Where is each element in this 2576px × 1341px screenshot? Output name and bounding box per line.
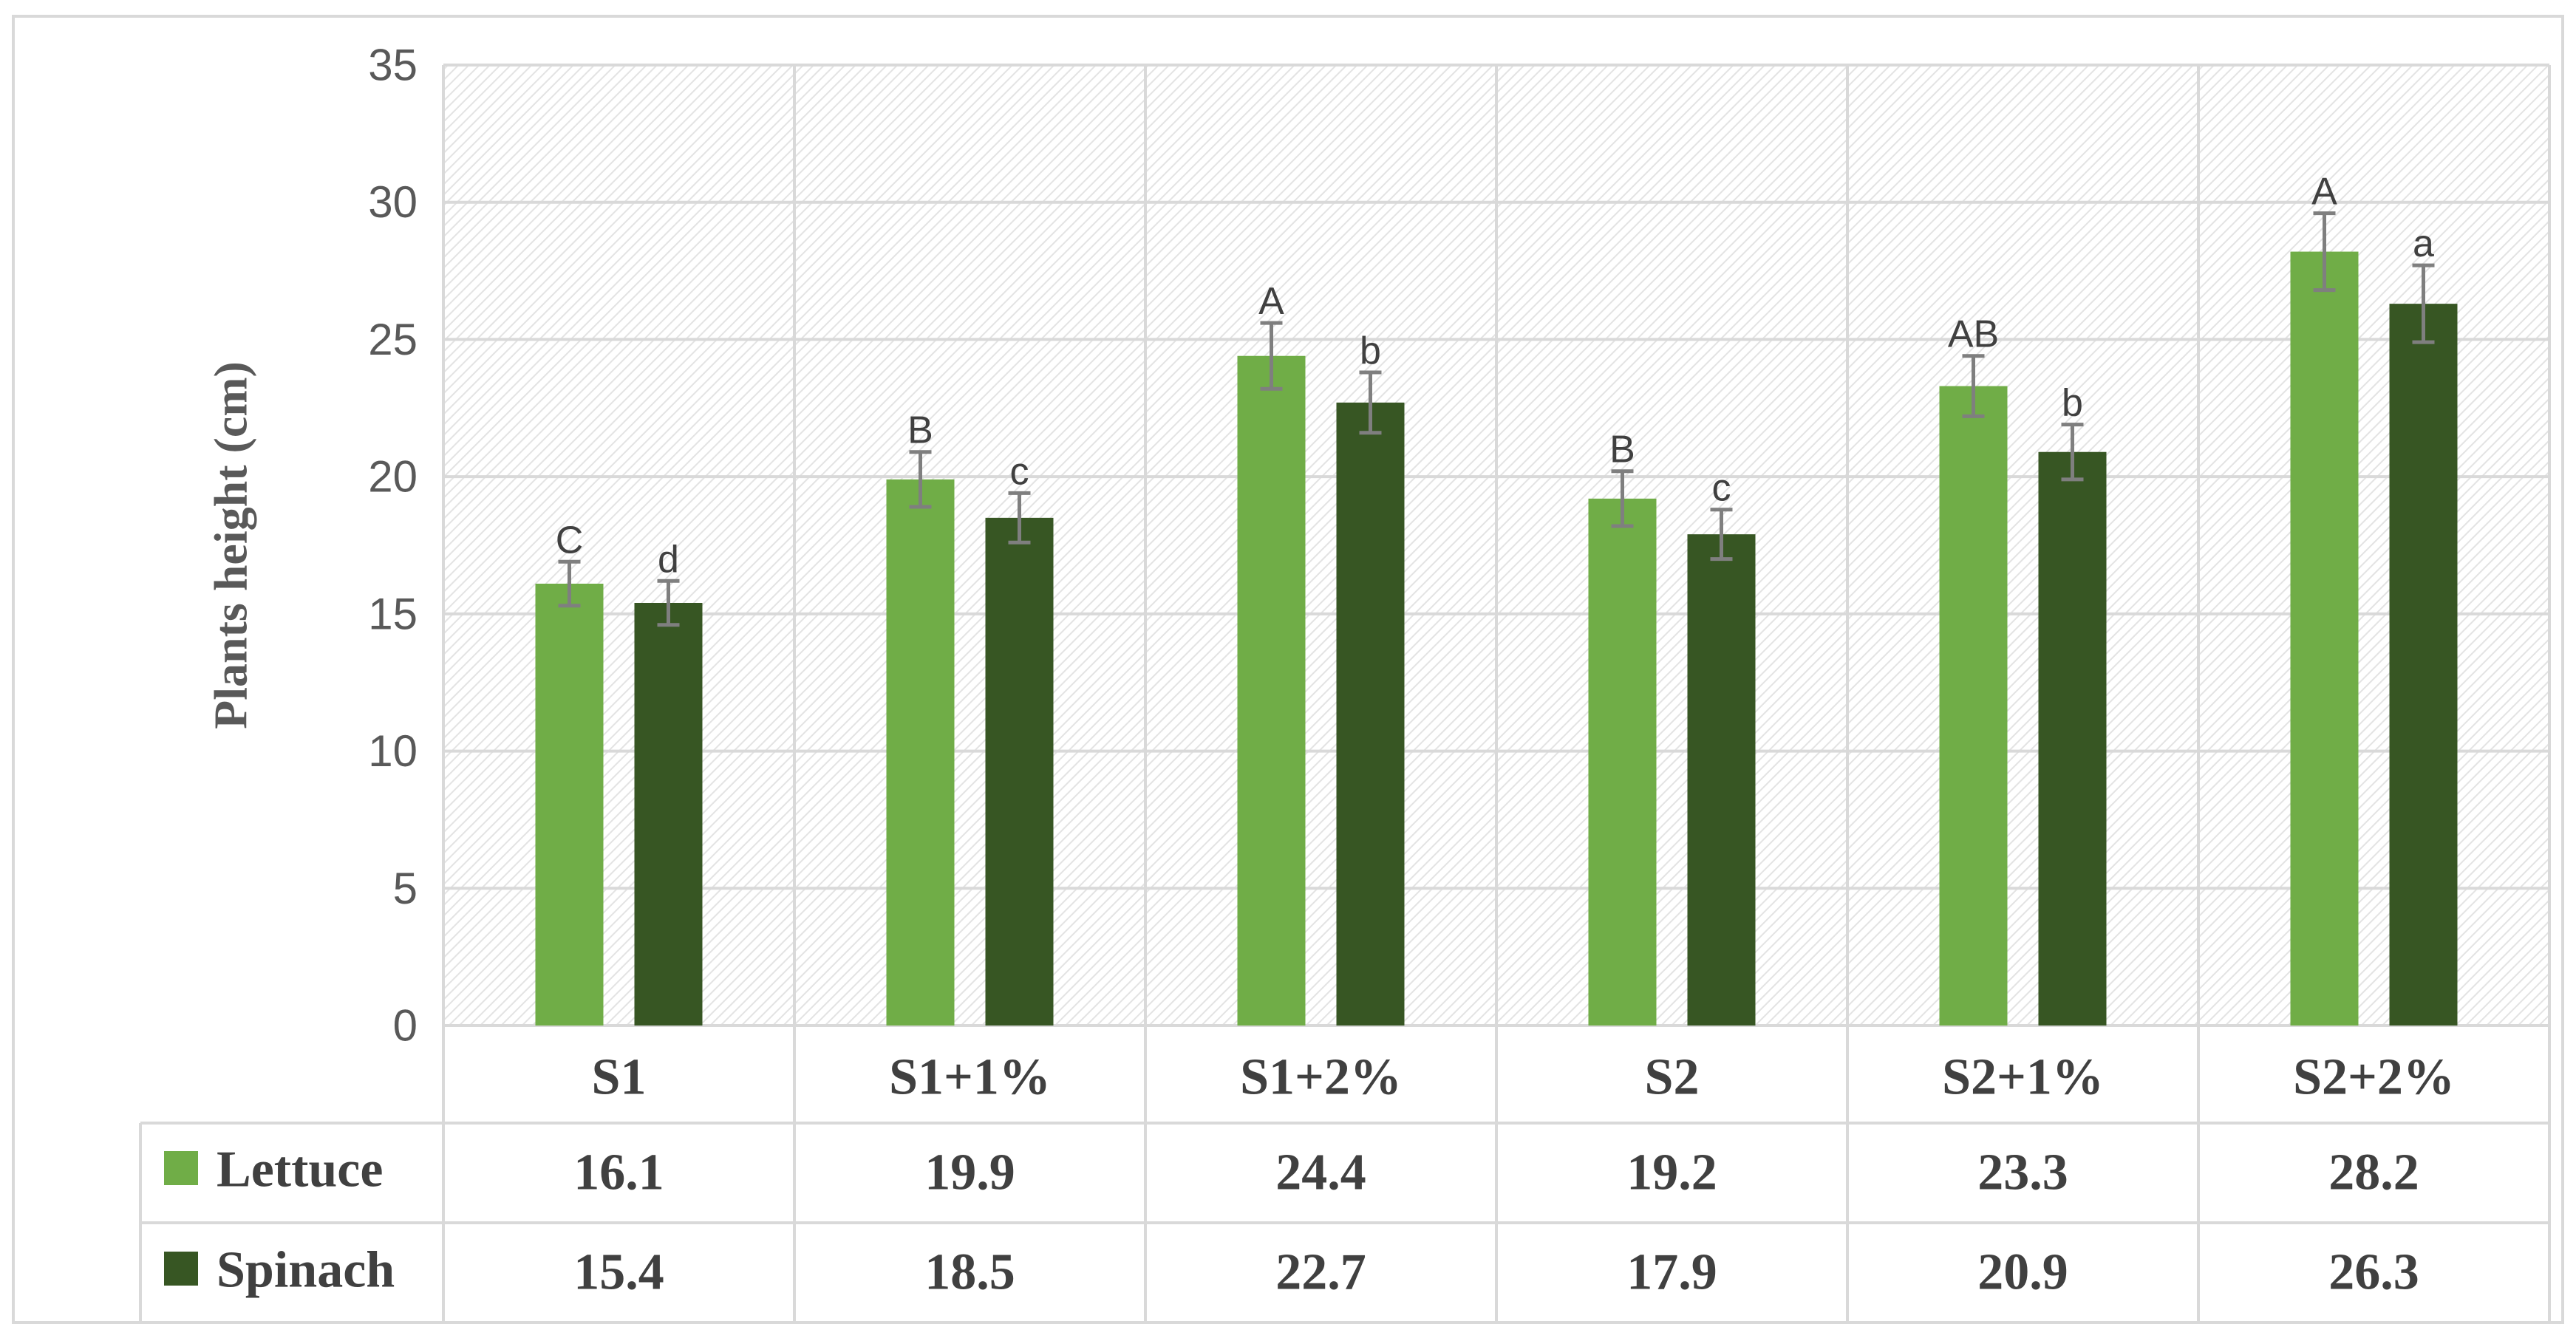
y-axis-label: Plants height (cm)	[205, 361, 257, 729]
category-label: S2+2%	[2293, 1049, 2455, 1106]
bar	[535, 584, 604, 1026]
significance-letter: B	[1609, 429, 1635, 471]
data-table-value: 19.9	[924, 1144, 1015, 1201]
legend-spinach: Spinach	[164, 1242, 395, 1299]
data-table-value: 24.4	[1275, 1144, 1366, 1201]
bar	[985, 517, 1054, 1026]
data-table-value: 20.9	[1977, 1244, 2068, 1301]
data-table-grid	[139, 64, 2551, 1323]
legend-label-spinach: Spinach	[217, 1242, 395, 1299]
bar	[2290, 251, 2359, 1026]
bar	[634, 603, 703, 1026]
y-tick-label: 25	[368, 315, 418, 364]
data-table-value: 17.9	[1626, 1244, 1717, 1301]
significance-letter: B	[907, 409, 933, 452]
category-label: S1+2%	[1240, 1049, 1402, 1106]
bar	[2038, 451, 2107, 1026]
data-table-value: 22.7	[1275, 1244, 1366, 1301]
significance-letter: b	[2062, 382, 2083, 425]
significance-letter: A	[1258, 280, 1284, 323]
data-table-value: 16.1	[573, 1144, 664, 1201]
significance-letter: c	[1712, 467, 1731, 510]
bar	[1336, 402, 1405, 1026]
y-tick-label: 30	[368, 177, 418, 227]
category-labels: S1 16.1 15.4 S1+1% 19.9 18.5 S1+2% 24.4 22.7 S2 19…	[573, 1049, 2455, 1301]
category-label: S1	[592, 1049, 647, 1106]
category-label: S2+1%	[1942, 1049, 2104, 1106]
category-label: S2	[1645, 1049, 1700, 1106]
category-label: S1+1%	[889, 1049, 1051, 1106]
y-tick-label: 5	[393, 864, 418, 913]
legend-label-lettuce: Lettuce	[217, 1142, 383, 1198]
data-table-value: 23.3	[1977, 1144, 2068, 1201]
legend-lettuce: Lettuce	[164, 1142, 383, 1198]
bar	[1939, 386, 2008, 1026]
y-tick-label: 20	[368, 452, 418, 502]
y-tick-label: 35	[368, 41, 418, 90]
data-table-value: 15.4	[573, 1244, 664, 1301]
significance-letter: a	[2413, 222, 2434, 265]
chart-border	[12, 15, 2564, 1324]
legend-swatch-spinach	[164, 1252, 198, 1286]
bar	[886, 479, 955, 1026]
significance-letter: b	[1360, 330, 1381, 372]
bar	[2389, 304, 2458, 1026]
y-axis-ticks: 0 5 10 15 20 25 30 35	[368, 41, 418, 1051]
legend-swatch-lettuce	[164, 1151, 198, 1185]
significance-letter: AB	[1948, 313, 1999, 356]
bar	[1687, 534, 1756, 1026]
data-table-value: 28.2	[2328, 1144, 2419, 1201]
y-tick-label: 10	[368, 726, 418, 776]
bar	[1588, 498, 1657, 1026]
significance-letter: c	[1010, 450, 1029, 493]
significance-letter: C	[556, 519, 584, 562]
bar	[1237, 355, 1306, 1026]
y-tick-label: 0	[393, 1001, 418, 1051]
data-table-value: 18.5	[924, 1244, 1015, 1301]
y-tick-label: 15	[368, 589, 418, 638]
significance-letter: d	[658, 538, 679, 581]
data-table-value: 19.2	[1626, 1144, 1717, 1201]
significance-letter: A	[2311, 171, 2337, 214]
data-table-value: 26.3	[2328, 1244, 2419, 1301]
